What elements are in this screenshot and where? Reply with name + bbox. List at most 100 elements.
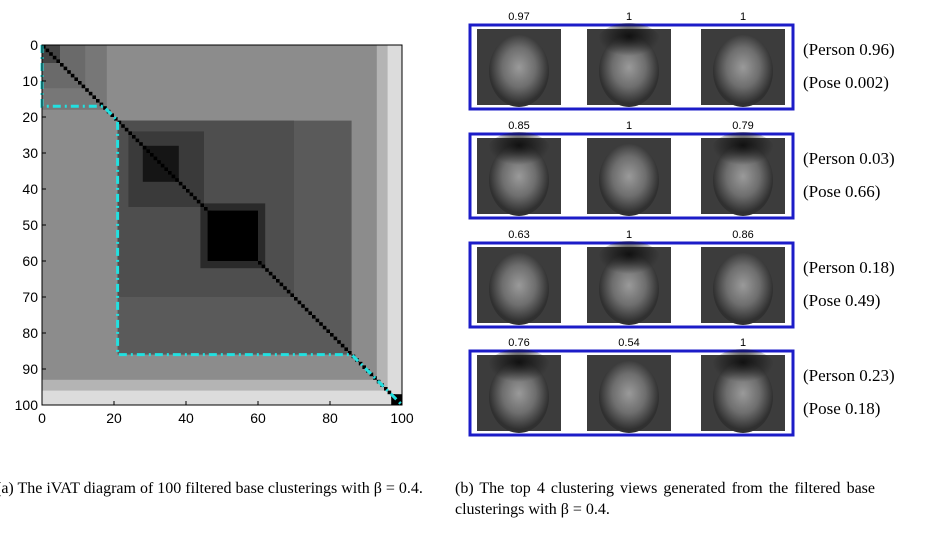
ivat-block bbox=[244, 247, 248, 251]
ivat-block bbox=[226, 229, 230, 233]
y-tick-label: 80 bbox=[22, 325, 38, 341]
ivat-block bbox=[172, 175, 176, 179]
ivat-block bbox=[128, 131, 132, 135]
y-tick-label: 60 bbox=[22, 253, 38, 269]
ivat-block bbox=[312, 315, 316, 319]
ivat-block bbox=[146, 149, 150, 153]
view-person: (Person 0.23) bbox=[803, 366, 895, 385]
view-score: 0.76 bbox=[508, 337, 529, 349]
view-score: 0.97 bbox=[508, 11, 529, 23]
y-tick-label: 10 bbox=[22, 73, 38, 89]
ivat-block bbox=[139, 142, 143, 146]
y-tick-label: 40 bbox=[22, 181, 38, 197]
face bbox=[713, 253, 773, 325]
ivat-block bbox=[298, 301, 302, 305]
ivat-block bbox=[319, 322, 323, 326]
ivat-block bbox=[168, 171, 172, 175]
hair bbox=[595, 241, 663, 285]
ivat-block bbox=[56, 59, 60, 63]
ivat-block bbox=[42, 391, 402, 405]
ivat-block bbox=[64, 67, 68, 71]
hair bbox=[709, 349, 777, 393]
ivat-block bbox=[301, 304, 305, 308]
ivat-block bbox=[82, 85, 86, 89]
x-tick-label: 40 bbox=[178, 410, 194, 426]
x-tick-label: 0 bbox=[38, 410, 46, 426]
ivat-block bbox=[67, 70, 71, 74]
ivat-block bbox=[294, 297, 298, 301]
y-tick-label: 90 bbox=[22, 361, 38, 377]
ivat-block bbox=[218, 221, 222, 225]
y-tick-label: 20 bbox=[22, 109, 38, 125]
ivat-block bbox=[280, 283, 284, 287]
view-score: 1 bbox=[626, 120, 632, 132]
ivat-block bbox=[323, 326, 327, 330]
ivat-block bbox=[341, 344, 345, 348]
ivat-block bbox=[89, 92, 93, 96]
ivat-block bbox=[125, 128, 129, 132]
page: 0204060801000102030405060708090100 0.971… bbox=[0, 0, 934, 550]
x-tick-label: 80 bbox=[322, 410, 338, 426]
view-person: (Person 0.18) bbox=[803, 258, 895, 277]
view-person: (Person 0.03) bbox=[803, 149, 895, 168]
ivat-block bbox=[222, 225, 226, 229]
ivat-block bbox=[265, 268, 269, 272]
ivat-block bbox=[121, 124, 125, 128]
ivat-block bbox=[190, 193, 194, 197]
face bbox=[489, 253, 549, 325]
ivat-block bbox=[136, 139, 140, 143]
x-tick-label: 60 bbox=[250, 410, 266, 426]
x-tick-label: 100 bbox=[390, 410, 414, 426]
view-score: 1 bbox=[626, 229, 632, 241]
face bbox=[599, 144, 659, 216]
hair bbox=[595, 23, 663, 67]
ivat-block bbox=[388, 45, 402, 405]
view-pose: (Pose 0.49) bbox=[803, 291, 880, 310]
ivat-block bbox=[182, 185, 186, 189]
view-score: 0.86 bbox=[732, 229, 753, 241]
ivat-block bbox=[276, 279, 280, 283]
ivat-block bbox=[164, 167, 168, 171]
ivat-block bbox=[96, 99, 100, 103]
hair bbox=[485, 349, 553, 393]
view-score: 0.54 bbox=[618, 337, 639, 349]
ivat-block bbox=[154, 157, 158, 161]
ivat-block bbox=[132, 135, 136, 139]
ivat-block bbox=[337, 340, 341, 344]
ivat-block bbox=[258, 261, 262, 265]
ivat-block bbox=[157, 160, 161, 164]
ivat-block bbox=[197, 200, 201, 204]
ivat-block bbox=[175, 178, 179, 182]
ivat-block bbox=[204, 207, 208, 211]
ivat-block bbox=[60, 63, 64, 67]
hair bbox=[709, 132, 777, 176]
ivat-block bbox=[290, 293, 294, 297]
ivat-block bbox=[272, 275, 276, 279]
ivat-block bbox=[193, 196, 197, 200]
ivat-block bbox=[179, 182, 183, 186]
ivat-block bbox=[233, 236, 237, 240]
ivat-block bbox=[229, 232, 233, 236]
face bbox=[713, 35, 773, 107]
ivat-block bbox=[85, 88, 89, 92]
caption-b: (b) The top 4 clustering views generated… bbox=[455, 478, 875, 520]
ivat-block bbox=[200, 203, 204, 207]
face bbox=[599, 361, 659, 433]
ivat-block bbox=[269, 272, 273, 276]
ivat-block bbox=[78, 81, 82, 85]
ivat-block bbox=[53, 56, 57, 60]
ivat-block bbox=[74, 77, 78, 81]
ivat-block bbox=[283, 286, 287, 290]
ivat-block bbox=[211, 214, 215, 218]
ivat-block bbox=[251, 254, 255, 258]
ivat-block bbox=[49, 52, 53, 56]
ivat-block bbox=[208, 211, 212, 215]
y-tick-label: 100 bbox=[15, 397, 39, 413]
view-person: (Person 0.96) bbox=[803, 40, 895, 59]
view-score: 0.63 bbox=[508, 229, 529, 241]
ivat-block bbox=[316, 319, 320, 323]
face bbox=[489, 35, 549, 107]
